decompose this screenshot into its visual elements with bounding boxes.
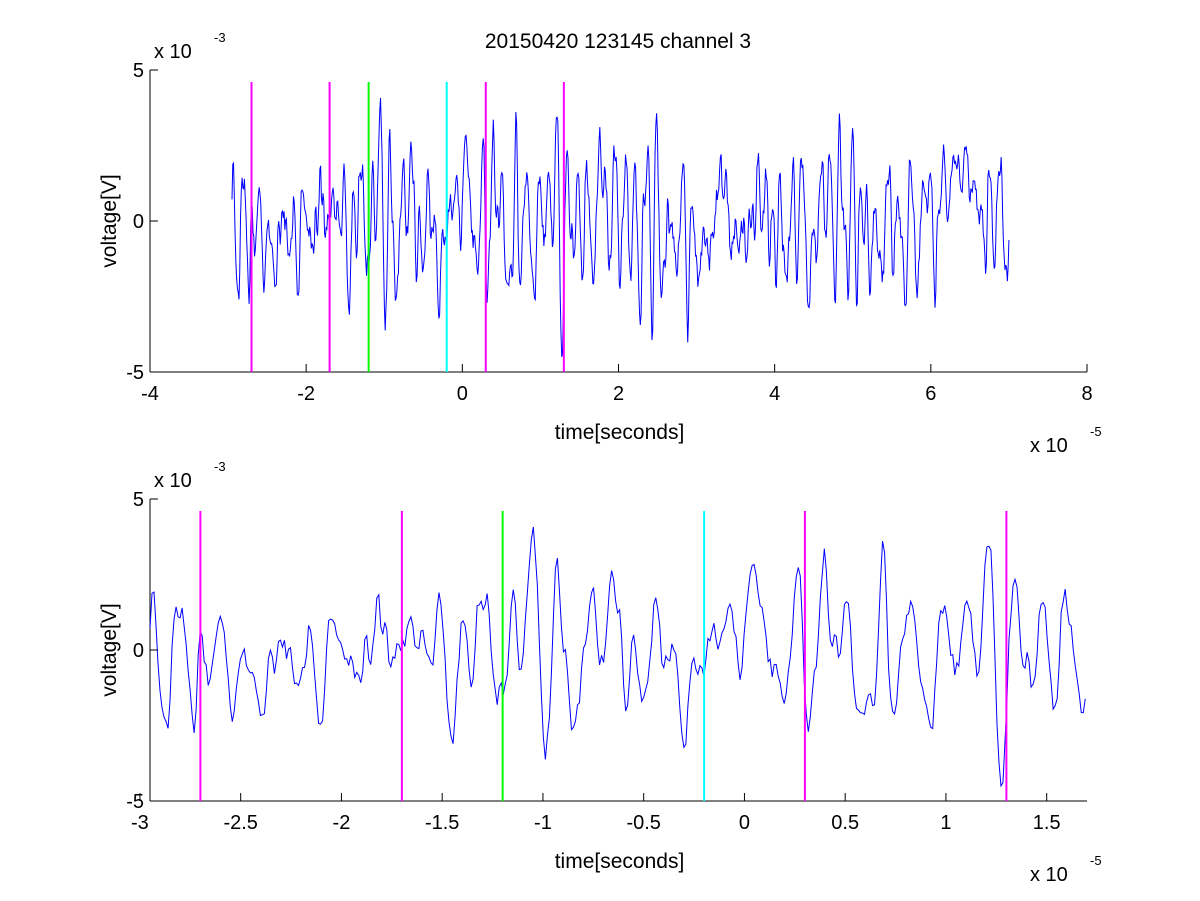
x-tick-label: -2 xyxy=(333,812,351,834)
x-tick-label: -2.5 xyxy=(223,812,257,834)
y-tick-label: 5 xyxy=(133,60,144,82)
x-axis-label: time[seconds] xyxy=(555,850,685,873)
y-multiplier-exponent: -3 xyxy=(214,30,226,45)
voltage-trace xyxy=(231,97,1010,358)
y-axis-label: voltage[V] xyxy=(98,603,121,696)
x-tick-label: 1.5 xyxy=(1033,812,1061,834)
x-tick-label: 2 xyxy=(613,383,624,405)
x-tick-label: -2 xyxy=(297,383,315,405)
x-tick-label: -0.5 xyxy=(626,812,660,834)
y-multiplier: x 10 xyxy=(154,41,192,63)
x-multiplier-exponent: -5 xyxy=(1090,853,1102,868)
y-multiplier: x 10 xyxy=(154,470,192,492)
y-tick-label: 5 xyxy=(133,489,144,511)
x-axis-label: time[seconds] xyxy=(555,421,685,444)
x-tick-label: -1.5 xyxy=(425,812,459,834)
x-multiplier: x 10 xyxy=(1030,864,1068,886)
y-tick-label: 0 xyxy=(133,211,144,233)
y-tick-label: 0 xyxy=(133,640,144,662)
figure-title: 20150420 123145 channel 3 xyxy=(485,30,751,53)
x-multiplier-exponent: -5 xyxy=(1090,424,1102,439)
y-multiplier-exponent: -3 xyxy=(214,459,226,474)
y-axis-label: voltage[V] xyxy=(98,174,121,267)
x-tick-label: 0 xyxy=(457,383,468,405)
x-tick-label: 8 xyxy=(1081,383,1092,405)
x-tick-label: 6 xyxy=(925,383,936,405)
top-subplot: -4 -2 0 2 4 6 8 -5 0 5 time[seconds] voltage[V] x 10… xyxy=(98,30,1102,457)
voltage-trace xyxy=(149,526,1086,788)
x-multiplier: x 10 xyxy=(1030,435,1068,457)
x-tick-label: 0 xyxy=(739,812,750,834)
x-tick-label: -4 xyxy=(141,383,159,405)
x-tick-label: 0.5 xyxy=(831,812,859,834)
x-tick-label: 1 xyxy=(940,812,951,834)
y-tick-label: -5 xyxy=(126,791,144,813)
y-tick-label: -5 xyxy=(126,362,144,384)
x-tick-label: -1 xyxy=(534,812,552,834)
x-tick-label: 4 xyxy=(769,383,780,405)
bottom-subplot: -3 -2.5 -2 -1.5 -1 -0.5 0 0.5 1 1.5 -5 0 5 time[secon… xyxy=(98,459,1102,886)
x-tick-label: -3 xyxy=(131,812,149,834)
